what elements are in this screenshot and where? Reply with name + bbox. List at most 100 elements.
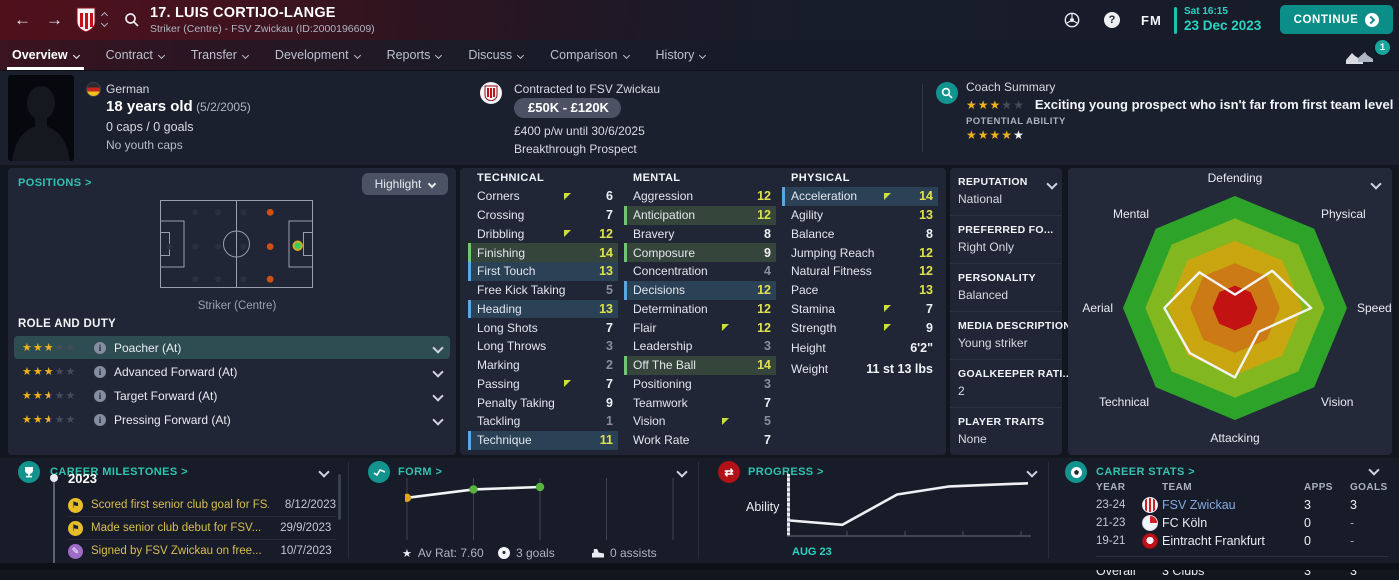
role-row[interactable]: ★★★★★ i Advanced Forward (At) [14, 360, 450, 383]
detail-value: Right Only [958, 240, 1015, 254]
pen-icon: ✎ [68, 543, 83, 559]
caps-goals: 0 caps / 0 goals [106, 120, 194, 134]
info-icon[interactable]: i [94, 341, 106, 354]
milestones-chevron-icon[interactable] [318, 466, 330, 478]
milestone-text: Scored first senior club goal for FS... [91, 499, 269, 511]
attribute-label: Marking [477, 358, 520, 373]
cycle-player-control[interactable] [100, 11, 109, 28]
form-link[interactable]: FORM > [398, 466, 443, 478]
milestones-link[interactable]: CAREER MILESTONES > [50, 466, 188, 478]
fsv-zwickau-crest-icon [1142, 497, 1158, 513]
attribute-value: 1 [606, 414, 613, 429]
column-header[interactable]: GOALS [1350, 481, 1388, 493]
coach-summary-label: Coach Summary [966, 80, 1056, 94]
boots-icon [1346, 52, 1373, 64]
attribute-value: 9 [926, 320, 933, 335]
detail-heading: PERSONALITY [958, 272, 1036, 284]
form-icon [368, 461, 390, 483]
tab-comparison[interactable]: Comparison [550, 40, 630, 70]
tab-label: Discuss [468, 48, 513, 62]
team-name[interactable]: FSV Zwickau [1162, 498, 1236, 512]
progress-link[interactable]: PROGRESS > [748, 466, 824, 478]
radar-axis-label: Vision [1321, 395, 1353, 409]
milestone-item[interactable]: ⚑ Scored first senior club goal for FS...… [68, 494, 336, 516]
continue-button[interactable]: CONTINUE [1280, 5, 1393, 34]
tab-label: Reports [386, 48, 431, 62]
info-icon[interactable]: i [94, 389, 106, 402]
attribute-decline-arrow-icon [564, 192, 571, 200]
game-datetime[interactable]: Sat 16:15 23 Dec 2023 [1184, 6, 1261, 33]
forward-arrow-icon[interactable]: → [46, 10, 63, 29]
attributes-panel: TECHNICAL Corners 6 Crossing 7 Dribbling 12 Fin… [460, 168, 946, 455]
form-chevron-icon[interactable] [676, 466, 688, 478]
info-icon[interactable]: i [94, 413, 106, 426]
season: 19-21 [1096, 535, 1126, 547]
role-stars: ★★★★★ [22, 366, 77, 378]
youth-caps: No youth caps [106, 138, 183, 152]
divider [698, 462, 699, 559]
detail-section: PREFERRED FO... Right Only [950, 215, 1062, 263]
highlight-dropdown[interactable]: Highlight [362, 173, 448, 195]
tab-transfer[interactable]: Transfer [191, 40, 249, 70]
back-arrow-icon[interactable]: ← [14, 10, 31, 29]
career-stats-link[interactable]: CAREER STATS > [1096, 466, 1196, 478]
chevron-down-icon[interactable] [432, 389, 444, 402]
divider [922, 84, 923, 152]
tab-development[interactable]: Development [275, 40, 361, 70]
attention-items[interactable]: 1 [1340, 40, 1392, 68]
tab-contract[interactable]: Contract [105, 40, 165, 70]
fm-logo: FM [1141, 13, 1162, 28]
positions-link[interactable]: POSITIONS > [18, 177, 92, 189]
info-icon[interactable]: i [94, 365, 106, 378]
attribute-label: Crossing [477, 208, 525, 223]
footer-bar [0, 563, 1399, 570]
world-icon[interactable] [1064, 12, 1080, 28]
contract-club-crest-icon [480, 82, 502, 104]
career-stats-icon [1065, 461, 1087, 483]
attribute-value: 14 [919, 189, 933, 204]
attribute-label: Strength [791, 320, 837, 335]
attribute-row: Free Kick Taking 5 [468, 281, 618, 300]
help-icon[interactable]: ? [1104, 12, 1120, 28]
career-stats-chevron-icon[interactable] [1368, 464, 1380, 476]
season: 23-24 [1096, 499, 1126, 511]
attribute-value: 7 [764, 395, 771, 410]
attribute-row: Decisions 12 [624, 280, 776, 300]
chevron-down-icon[interactable] [432, 413, 444, 426]
transfer-value[interactable]: £50K - £120K [514, 98, 621, 118]
role-row[interactable]: ★★★★★ i Poacher (At) [14, 336, 450, 359]
milestone-item[interactable]: ✎ Signed by FSV Zwickau on free... 10/7/20… [68, 539, 336, 562]
search-icon[interactable] [124, 12, 140, 28]
milestone-item[interactable]: ⚑ Made senior club debut for FSV... 29/9/2… [68, 516, 336, 539]
role-stars: ★★★ ★ ★★ [22, 390, 77, 402]
chevron-down-icon [353, 51, 361, 60]
club-crest-icon[interactable] [76, 7, 96, 33]
radar-axis-label: Speed [1357, 301, 1392, 315]
milestones-scrollbar[interactable] [338, 474, 341, 520]
column-header[interactable]: YEAR [1096, 481, 1126, 493]
role-list: ★★★★★ i Poacher (At) ★★★★★ i Advanced Forward… [14, 336, 450, 432]
tab-reports[interactable]: Reports [386, 40, 443, 70]
role-row[interactable]: ★★★ ★ ★★ i Pressing Forward (At) [14, 408, 450, 431]
contracted-to: Contracted to FSV Zwickau [514, 82, 661, 96]
age-line: 18 years old (5/2/2005) [106, 98, 251, 115]
notification-badge: 1 [1375, 40, 1390, 55]
tab-history[interactable]: History [656, 40, 707, 70]
chevron-down-icon[interactable] [432, 341, 444, 354]
attribute-group-title: TECHNICAL [477, 172, 545, 184]
page-title: 17. LUIS CORTIJO-LANGE [150, 5, 336, 21]
role-row[interactable]: ★★★ ★ ★★ i Target Forward (At) [14, 384, 450, 407]
column-header[interactable]: APPS [1304, 481, 1333, 493]
attribute-row: Agility 13 [782, 206, 938, 225]
chevron-down-icon [241, 51, 249, 60]
attribute-row: Natural Fitness 12 [782, 262, 938, 281]
attribute-value: 12 [757, 189, 771, 204]
detail-section: PERSONALITY Balanced [950, 263, 1062, 311]
tab-discuss[interactable]: Discuss [468, 40, 525, 70]
tab-overview[interactable]: Overview [7, 40, 84, 70]
milestone-year: 2023 [68, 471, 97, 486]
column-header[interactable]: TEAM [1162, 481, 1192, 493]
tab-label: Contract [105, 48, 153, 62]
chevron-down-icon[interactable] [432, 365, 444, 378]
continue-arrow-icon [1365, 12, 1380, 27]
